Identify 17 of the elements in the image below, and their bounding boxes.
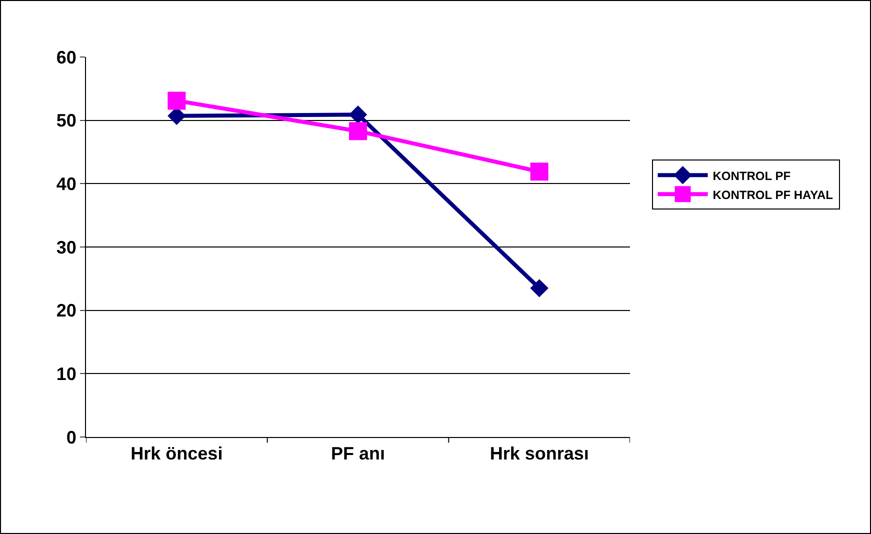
y-tick-label: 40 — [56, 174, 76, 194]
y-tick-label: 50 — [56, 110, 76, 131]
point — [348, 106, 368, 124]
y-tick-label: 0 — [66, 427, 76, 448]
x-tick-label: PF anı — [330, 444, 386, 464]
point — [168, 92, 186, 110]
point — [530, 279, 548, 298]
x-tick-label: Hrk sonrası — [490, 444, 589, 464]
legend-label: KONTROL PF — [712, 168, 791, 183]
legend-label: KONTROL PF HAYAL — [712, 188, 834, 202]
y-tick-label: 10 — [56, 364, 76, 384]
y-tick-label: 30 — [56, 237, 76, 258]
y-tick-label: 60 — [56, 47, 76, 68]
point — [530, 162, 548, 181]
point — [349, 122, 367, 140]
x-tick-label: Hrk öncesi — [130, 444, 223, 464]
y-tick-label: 20 — [56, 300, 76, 321]
